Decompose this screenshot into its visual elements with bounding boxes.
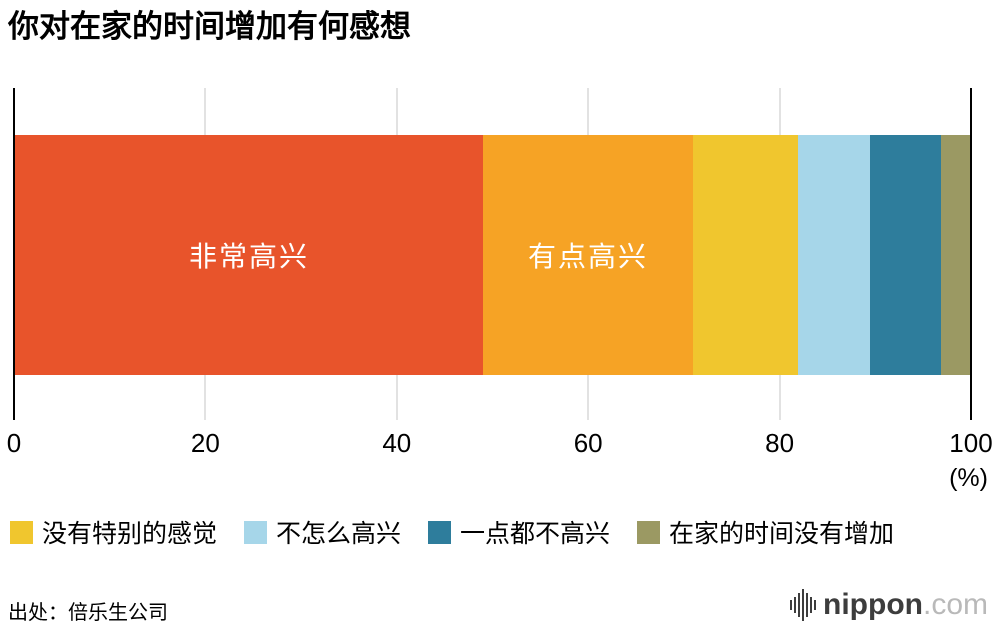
bar-segment-label: 有点高兴 <box>527 241 648 272</box>
x-tick-label-0: 0 <box>6 428 22 458</box>
legend-swatch <box>244 520 268 544</box>
bar-segment-label: 非常高兴 <box>188 241 309 272</box>
legend-item-1: 没有特别的感觉 <box>10 514 217 550</box>
x-axis: 0 20 40 60 80 100 <box>7 428 993 462</box>
x-tick-label-40: 40 <box>382 428 412 458</box>
legend-item-2: 不怎么高兴 <box>244 514 401 550</box>
x-tick-label-100: 100 <box>949 428 993 458</box>
stacked-bar: 非常高兴 有点高兴 <box>15 135 970 375</box>
x-tick-label-60: 60 <box>573 428 603 458</box>
x-tick-label-20: 20 <box>190 428 220 458</box>
legend-label: 不怎么高兴 <box>276 520 402 548</box>
legend-label: 一点都不高兴 <box>460 520 611 548</box>
gridline-0 <box>13 88 15 420</box>
gridline-100 <box>970 88 972 420</box>
bar-segment-5 <box>869 135 942 375</box>
legend-item-4: 在家的时间没有增加 <box>637 514 894 550</box>
legend: 没有特别的感觉 不怎么高兴 一点都不高兴 在家的时间没有增加 <box>10 514 894 550</box>
plot-area: 非常高兴 有点高兴 <box>13 88 972 420</box>
legend-swatch <box>10 520 33 544</box>
source-text: 出处：倍乐生公司 <box>8 602 168 624</box>
brand-tld: .com <box>922 588 988 621</box>
x-axis-unit-label: (%) <box>949 464 988 492</box>
legend-label: 在家的时间没有增加 <box>669 520 895 548</box>
bar-segment-2: 有点高兴 <box>482 135 694 375</box>
bar-segment-3 <box>693 135 799 375</box>
legend-swatch <box>428 520 452 544</box>
chart-title: 你对在家的时间增加有何感想 <box>8 9 411 44</box>
bar-segment-4 <box>798 135 870 375</box>
brand-name: nippon <box>823 588 923 621</box>
legend-swatch <box>637 520 661 544</box>
legend-label: 没有特别的感觉 <box>42 520 218 548</box>
nippon-com-logo: nippon .com <box>790 588 988 622</box>
x-tick-label-80: 80 <box>765 428 795 458</box>
bar-segment-6 <box>941 135 970 375</box>
legend-item-3: 一点都不高兴 <box>428 514 610 550</box>
bar-segment-1: 非常高兴 <box>15 135 483 375</box>
soundwave-icon <box>790 589 817 621</box>
